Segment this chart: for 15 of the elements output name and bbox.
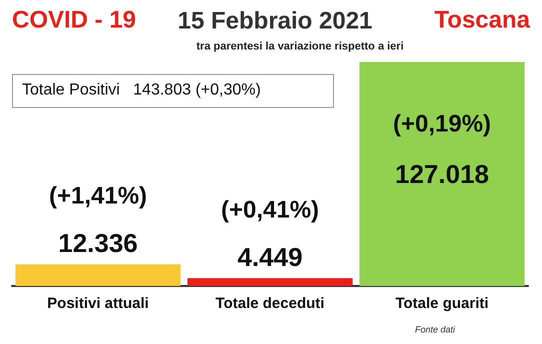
chart-title: 15 Febbraio 2021	[178, 8, 372, 34]
annotation: Totale Positivi 143.803 (+0,30%)	[22, 82, 261, 98]
x-tick-label: Totale guariti	[395, 295, 489, 312]
text: Toscana	[434, 6, 531, 34]
annotation: (+0,41%)	[220, 196, 320, 224]
data-label: 127.018	[395, 159, 489, 189]
chart-subtitle: tra parentesi la variazione rispetto a ieri	[196, 40, 404, 52]
annotation: (+0,19%)	[392, 110, 492, 138]
data-label: 12.336	[58, 228, 138, 258]
annotation: (+1,41%)	[48, 182, 148, 210]
x-tick-label: Totale deceduti	[216, 295, 324, 312]
source-note: Fonte dati	[415, 324, 456, 334]
x-tick-label: Positivi attuali	[47, 295, 149, 312]
data-label: 4.449	[237, 242, 303, 272]
text: COVID - 19	[12, 6, 136, 34]
